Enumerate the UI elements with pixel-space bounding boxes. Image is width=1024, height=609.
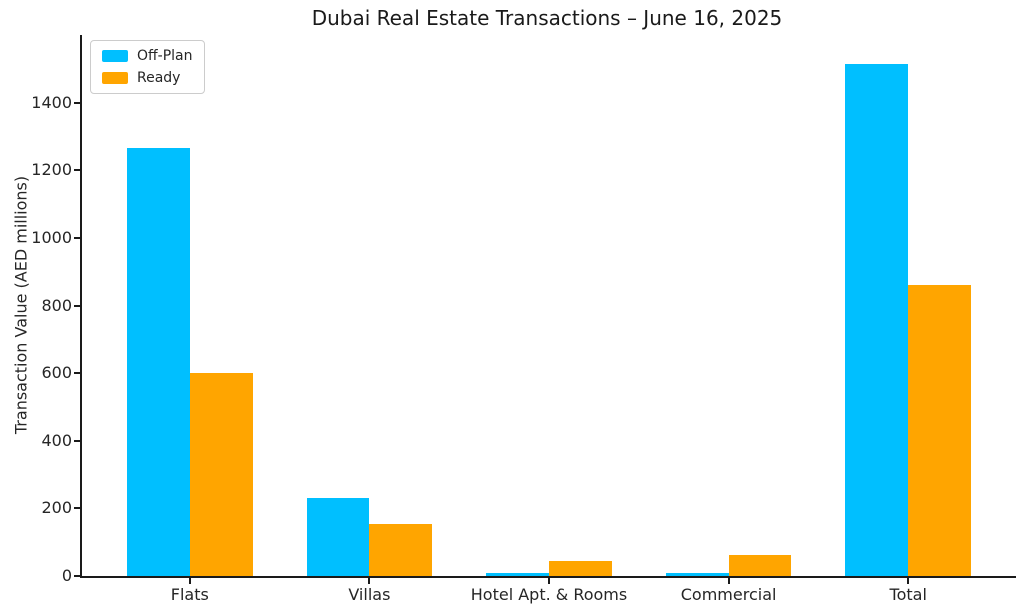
x-tick-mark-total [907,578,910,584]
bar-off-plan-total [845,63,909,576]
bar-ready-villas [369,523,433,576]
y-tick-label-800: 800 [41,295,72,315]
x-tick-label-total: Total [889,585,927,604]
bar-off-plan-commercial [665,572,729,576]
y-tick-label-600: 600 [41,363,72,383]
x-tick-mark-flats [188,578,191,584]
y-tick-label-1400: 1400 [31,92,72,112]
x-tick-mark-commercial [727,578,730,584]
offplan-swatch-icon [102,50,128,62]
ready-swatch-icon [102,72,128,84]
legend-item-ready: Ready [102,70,193,86]
y-tick-label-400: 400 [41,430,72,450]
bar-ready-flats [189,373,253,576]
x-tick-label-hotel-apt-rooms: Hotel Apt. & Rooms [470,585,628,604]
bar-off-plan-hotel-apt-rooms [486,573,549,576]
y-tick-mark-1000 [74,236,80,239]
legend-label-ready: Ready [137,70,181,86]
plot-area: Off-Plan Ready 0 200 400 600 800 1000 1200 1400… [31,35,1016,604]
y-tick-mark-800 [74,304,80,307]
y-tick-mark-1200 [74,169,80,172]
chart-title: Dubai Real Estate Transactions – June 16… [311,6,783,30]
bar-ready-hotel-apt-rooms [549,560,612,576]
legend: Off-Plan Ready [90,40,205,94]
y-tick-mark-600 [74,372,80,375]
y-tick-label-1200: 1200 [31,160,72,180]
x-tick-mark-villas [368,578,371,584]
x-tick-label-flats: Flats [170,585,209,604]
y-tick-mark-0 [74,575,80,577]
x-tick-label-commercial: Commercial [680,585,777,604]
x-tick-label-villas: Villas [348,585,391,604]
y-tick-label-0: 0 [61,566,72,585]
bar-ready-commercial [728,555,792,576]
y-tick-label-200: 200 [41,498,72,518]
legend-label-offplan: Off-Plan [137,48,193,64]
x-tick-mark-hotel-apt-rooms [548,578,550,584]
bar-ready-total [908,284,972,576]
y-tick-mark-400 [74,439,80,442]
y-tick-label-1000: 1000 [31,227,72,247]
legend-item-offplan: Off-Plan [102,48,193,64]
bar-off-plan-flats [126,148,190,576]
y-tick-mark-200 [74,507,80,510]
y-tick-mark-1400 [74,101,80,104]
bar-off-plan-villas [306,497,370,576]
